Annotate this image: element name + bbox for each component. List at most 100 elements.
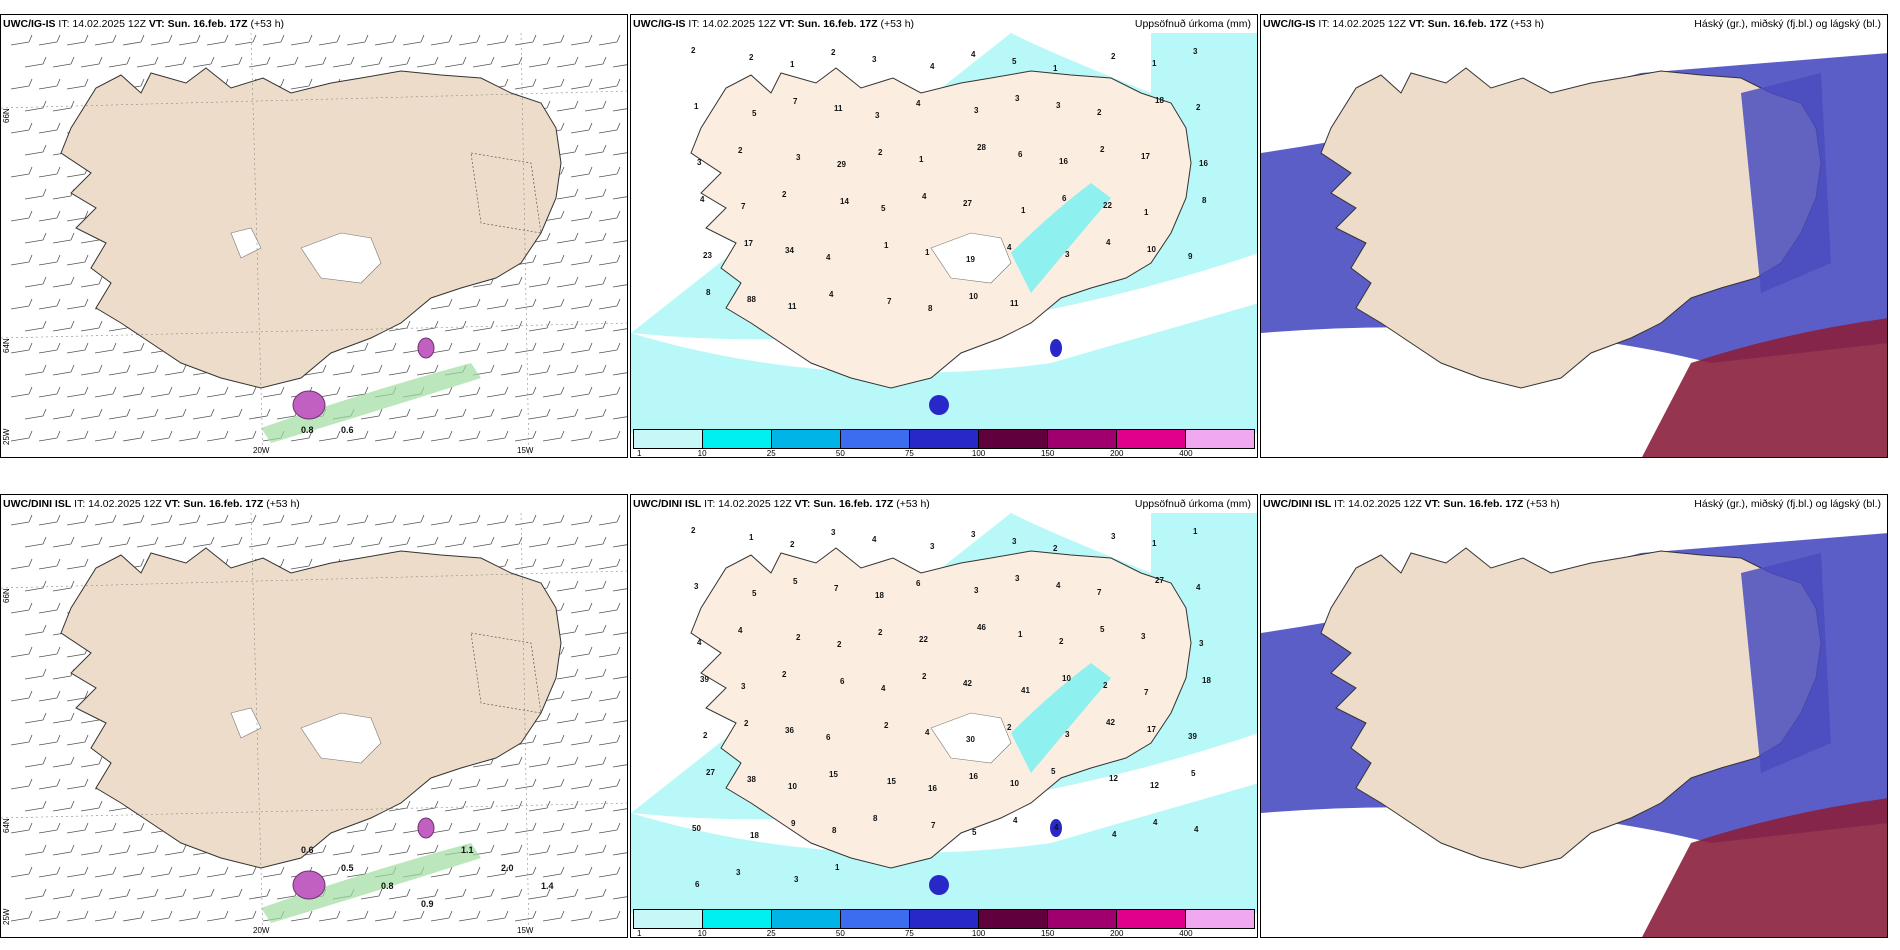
wind-barb [514,430,537,442]
precip-amount-label: 4 [1112,830,1117,839]
precip-amount-label: 5 [1012,57,1017,66]
colorbar-label: 10 [697,929,707,938]
wind-barb [192,408,215,420]
wind-barb [500,536,523,548]
precip-amount-label: 28 [977,143,986,152]
wind-barb [612,588,627,592]
wind-barb [612,152,627,156]
wind-barb [472,320,495,332]
wind-barb [458,342,481,354]
lat-label: 64N [2,818,11,833]
valid-label: VT: [164,498,181,510]
valid-label: VT: [1408,18,1425,30]
colorbar-swatch [910,910,979,928]
wind-barb [122,910,145,922]
wind-barb [346,430,369,442]
init-time: IT: 14.02.2025 12Z [1318,18,1406,30]
precip-amount-label: 3 [1056,101,1061,110]
precip-amount-label: 4 [1054,823,1059,832]
colorbar-label: 10 [697,449,707,458]
precip-amount-label: 3 [971,530,976,539]
panel-top-middle: UWC/IG-IS IT: 14.02.2025 12Z VT: Sun. 16… [630,14,1258,458]
colorbar-swatch [841,430,910,448]
wind-barb [276,56,299,68]
wind-barb [486,386,509,398]
precip-amount-label: 3 [1012,537,1017,546]
wind-barb [318,430,341,442]
hatched-area [470,632,542,714]
colorbar-swatch [979,910,1048,928]
wind-barb [514,778,537,790]
wind-barb [136,408,159,420]
wind-barb [122,34,145,46]
wind-barb [598,210,621,222]
colorbar-swatch [703,910,772,928]
precip-amount-label: 16 [969,772,978,781]
precip-amount-label: 4 [1013,816,1018,825]
wind-barb [584,712,607,724]
precip-amount-label: 88 [747,295,756,304]
wind-barb [38,34,61,46]
precip-amount-label: 2 [1097,108,1102,117]
lon-label: 15W [517,926,534,935]
wind-barb [514,298,537,310]
wind-barb [612,196,627,200]
wind-barb [10,646,33,658]
colorbar-label: 75 [904,929,914,938]
precip-amount-label: 15 [887,777,896,786]
wind-barb [458,34,481,46]
wind-barb [388,800,411,812]
lon-line [520,513,530,937]
wind-barb [542,78,565,90]
precip-amount-label: 3 [1141,632,1146,641]
wind-barb [360,408,383,420]
panel-bottom-right: UWC/DINI ISL IT: 14.02.2025 12Z VT: Sun.… [1260,494,1888,938]
wind-barb [38,734,61,746]
wind-barb [80,276,103,288]
iceland-land [60,547,562,869]
wind-barb [444,800,467,812]
wind-barb [66,298,89,310]
precip-amount-label: 5 [752,589,757,598]
wind-barb [52,756,75,768]
precip-amount-label: 8 [1202,196,1207,205]
colorbar: 1 10 25 50 75 100 150 200 400 [633,909,1255,938]
wind-barb [38,690,61,702]
wind-barb [430,430,453,442]
wind-barb [52,276,75,288]
wind-barb [416,56,439,68]
wind-barb [122,386,145,398]
precip-amount-label: 4 [1056,581,1061,590]
wind-barb [374,430,397,442]
wind-barb [38,602,61,614]
wind-barb [290,558,313,570]
precip-amount-label: 4 [1153,818,1158,827]
glacier [930,232,1012,284]
colorbar-swatch [772,430,841,448]
wind-barb [556,232,579,244]
wind-barb [94,386,117,398]
wind-barb [164,844,187,856]
precip-amount-label: 9 [1188,252,1193,261]
lat-label: 64N [2,338,11,353]
wind-barb [318,866,341,878]
wind-barb [570,910,593,922]
heavy-precip-cell [929,875,949,895]
precip-amount-label: 5 [1100,625,1105,634]
colorbar-swatch [634,910,703,928]
precip-amount-label: 1 [835,863,840,872]
precip-amount-label: 39 [700,675,709,684]
precip-amount-label: 2 [1111,52,1116,61]
wind-barb [598,386,621,398]
wind-barb [192,56,215,68]
precip-amount-label: 8 [928,304,933,313]
colorbar-swatch [634,430,703,448]
wind-barb [150,514,173,526]
wind-barb [10,122,33,134]
lead-time: (+53 h) [250,18,285,30]
wind-barb [430,298,453,310]
wind-barb [388,408,411,420]
wind-barb [486,778,509,790]
precip-amount-label: 3 [831,528,836,537]
wind-barb [388,536,411,548]
